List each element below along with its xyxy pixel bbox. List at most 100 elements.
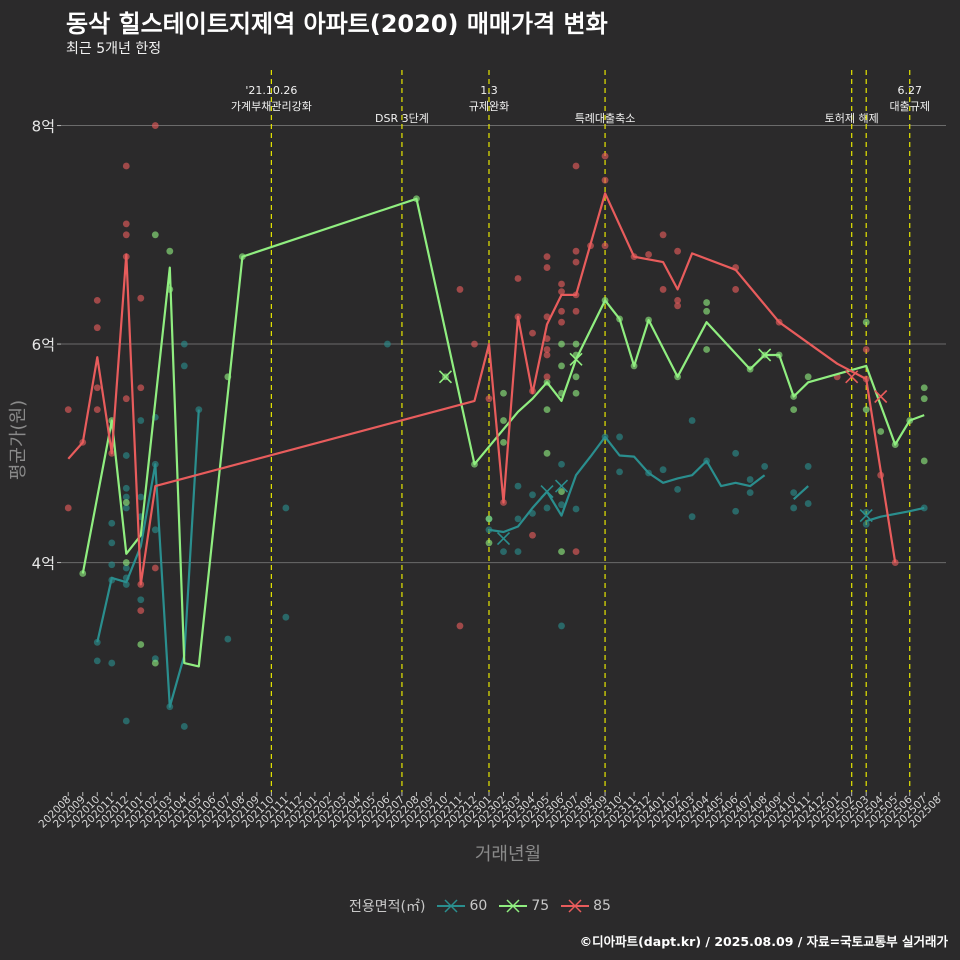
x-marker-2-b [540, 484, 554, 499]
point-75-45 [862, 318, 870, 326]
x-markers [438, 348, 888, 546]
point-60-64 [862, 520, 870, 528]
point-60-10 [122, 504, 130, 512]
line-85-0 [67, 192, 897, 586]
point-60-46 [616, 433, 623, 441]
point-85-49 [601, 242, 609, 250]
point-60-6 [108, 659, 116, 667]
point-60-59 [790, 489, 798, 497]
point-60-41 [558, 460, 565, 468]
point-85-20 [456, 622, 464, 630]
point-85-29 [543, 253, 551, 261]
x-marker-5-b [758, 348, 772, 362]
event-label-2-1: 규제완화 [469, 100, 509, 113]
point-60-7 [122, 452, 130, 459]
point-75-21 [543, 449, 551, 457]
point-85-5 [93, 384, 101, 392]
legend-key-75 [499, 899, 528, 913]
point-60-31 [384, 340, 391, 348]
point-75-43 [790, 406, 798, 414]
point-85-18 [151, 564, 159, 572]
point-75-22 [558, 340, 565, 348]
line-60-3 [865, 506, 925, 523]
point-60-50 [674, 485, 681, 493]
point-60-0 [93, 638, 101, 646]
point-60-29 [282, 504, 290, 512]
point-60-40 [543, 504, 551, 512]
point-85-22 [485, 395, 493, 403]
point-75-15 [485, 539, 493, 547]
line-60-1 [488, 435, 766, 534]
point-85-61 [862, 346, 870, 353]
point-85-36 [558, 280, 565, 288]
point-85-12 [122, 395, 130, 403]
point-85-54 [674, 247, 681, 255]
point-75-17 [500, 417, 507, 424]
point-85-39 [558, 318, 565, 326]
point-60-49 [659, 466, 667, 474]
point-75-25 [558, 488, 565, 495]
line-75-0 [81, 197, 925, 668]
x-axis-label: 거래년월 [475, 844, 541, 865]
x-marker-1-b [496, 531, 511, 546]
point-75-2 [122, 499, 130, 506]
point-85-48 [601, 176, 609, 184]
event-label-6-1: 대출규제 [889, 100, 929, 113]
legend-item-75: 75 [499, 896, 549, 916]
point-60-52 [688, 513, 696, 521]
point-60-4 [108, 561, 116, 569]
point-60-56 [746, 476, 754, 483]
point-85-24 [514, 275, 522, 282]
legend-key-85 [561, 899, 590, 913]
point-60-51 [688, 417, 696, 424]
x-marker-4-b [569, 352, 583, 366]
point-85-16 [137, 607, 145, 615]
point-75-16 [500, 389, 507, 397]
point-60-11 [122, 564, 130, 572]
point-85-42 [572, 258, 580, 266]
event-label-0-1: 가계부채관리강화 [231, 100, 312, 113]
point-60-36 [514, 515, 522, 523]
legend-label-60: 60 [469, 898, 488, 914]
event-label-2-0: 1.3 [480, 84, 498, 97]
point-75-26 [558, 548, 565, 556]
point-85-8 [122, 162, 130, 170]
point-60-24 [180, 340, 188, 348]
point-75-4 [137, 641, 145, 648]
line-60-0 [96, 409, 200, 708]
point-75-52 [920, 457, 928, 465]
x-marker-0-b [438, 370, 453, 384]
gridlines [61, 125, 946, 564]
x-marker-6-b [845, 370, 859, 384]
point-60-3 [108, 539, 116, 547]
point-85-44 [572, 307, 580, 315]
point-60-42 [558, 501, 565, 509]
point-85-1 [64, 504, 72, 512]
source-caption: ©디아파트(dapt.kr) / 2025.08.09 / 자료=국토교통부 실… [579, 934, 948, 949]
point-85-19 [456, 286, 464, 293]
y-axis-ticks: 4억 6억 8억 [32, 118, 61, 573]
x-marker-8-b [874, 389, 888, 404]
point-60-26 [180, 723, 188, 730]
point-85-14 [137, 384, 145, 392]
legend-item-85: 85 [561, 896, 611, 916]
point-60-2 [108, 519, 116, 527]
point-85-47 [601, 152, 609, 160]
event-label-0-0: '21.10.26 [245, 84, 297, 97]
point-60-30 [282, 613, 290, 621]
point-60-9 [122, 493, 130, 501]
point-60-28 [224, 635, 232, 643]
point-60-37 [514, 548, 522, 556]
point-75-23 [558, 362, 565, 370]
event-label-6-0: 6.27 [897, 84, 922, 97]
point-75-6 [151, 659, 159, 667]
point-85-13 [137, 294, 145, 302]
point-75-30 [572, 389, 580, 397]
point-85-38 [558, 307, 565, 315]
point-60-62 [804, 500, 812, 507]
y-tick-label-1: 6억 [32, 336, 55, 354]
point-60-65 [920, 504, 928, 512]
x-marker-3-b [554, 479, 569, 493]
